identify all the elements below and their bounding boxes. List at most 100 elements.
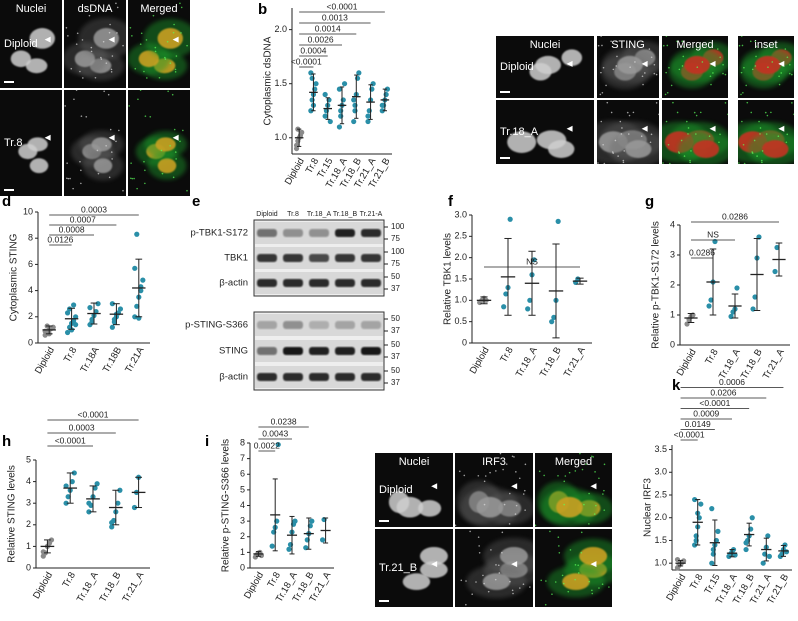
p-value-label: NS	[707, 229, 719, 239]
data-point	[356, 70, 362, 76]
column-header: Merged	[555, 456, 592, 468]
column-header: dsDNA	[78, 3, 114, 15]
speckle	[567, 590, 570, 593]
speckle	[712, 72, 714, 74]
speckle	[137, 98, 139, 101]
p-value-label: <0.0001	[291, 56, 322, 66]
speckle	[791, 73, 793, 76]
speckle	[522, 493, 525, 495]
speckle	[650, 56, 653, 59]
speckle	[771, 61, 774, 63]
blot-row-label: β-actin	[219, 278, 248, 289]
speckle	[743, 162, 746, 164]
nucleus	[419, 546, 448, 566]
speckle	[666, 44, 669, 47]
speckle	[175, 55, 178, 57]
p-value-label: 0.0006	[719, 377, 745, 387]
p-value-label: <0.0001	[327, 1, 358, 11]
row-label: Tr.21_B	[379, 562, 417, 574]
cells	[18, 137, 49, 174]
nucleus	[29, 28, 55, 49]
row-label: Tr.18_A	[500, 126, 539, 138]
p-value-label: 0.0007	[70, 214, 96, 224]
row-label: Diploid	[379, 484, 413, 496]
band	[335, 373, 355, 381]
speckle	[144, 182, 146, 185]
band	[335, 279, 355, 287]
speckle	[610, 111, 613, 114]
speckle	[606, 101, 609, 104]
speckle	[483, 480, 486, 483]
speckle	[562, 582, 565, 585]
data-point	[63, 500, 69, 506]
speckle	[465, 603, 467, 606]
data-point	[312, 86, 318, 92]
y-axis-label: Relative TBK1 levels	[443, 233, 454, 325]
y-axis-label: Nuclear IRF3	[643, 478, 654, 537]
data-point	[340, 97, 346, 103]
column-header: Nuclei	[16, 3, 47, 15]
speckle	[672, 101, 674, 104]
band	[257, 279, 277, 287]
p-value-label: 0.0126	[47, 234, 73, 244]
y-axis-label: Cytoplasmic STING	[9, 233, 20, 321]
speckle	[544, 603, 547, 606]
cells	[64, 90, 124, 192]
arrow	[566, 125, 573, 132]
speckle	[791, 102, 793, 104]
speckle	[561, 574, 564, 577]
speckle	[641, 75, 644, 78]
y-tick-label: 2	[28, 311, 33, 321]
speckle	[129, 26, 132, 29]
speckle	[143, 70, 145, 73]
arrow	[778, 125, 785, 132]
speckle	[764, 111, 767, 114]
speckle	[766, 114, 769, 117]
speckle	[622, 161, 625, 164]
speckle	[180, 6, 183, 9]
cells	[64, 2, 126, 81]
data-point	[89, 319, 95, 325]
speckle	[140, 32, 143, 35]
nucleus	[507, 131, 537, 154]
band	[335, 347, 355, 355]
speckle	[600, 120, 603, 123]
nucleus	[10, 50, 32, 68]
data-point	[503, 291, 509, 297]
nucleus	[754, 55, 781, 75]
blot-row-label: STING	[219, 346, 248, 357]
speckle	[682, 45, 685, 48]
data-point	[71, 318, 77, 324]
speckle	[665, 120, 668, 123]
nucleus	[684, 55, 710, 75]
y-tick-label: 0	[462, 337, 467, 347]
marker-label: 100	[391, 222, 405, 231]
speckle	[478, 545, 480, 547]
speckle	[600, 36, 602, 37]
arrow	[172, 134, 179, 141]
data-point	[766, 553, 772, 559]
speckle	[655, 73, 658, 76]
speckle	[171, 93, 174, 96]
speckle	[683, 155, 686, 157]
blot-row-label: β-actin	[219, 372, 248, 383]
speckle	[110, 151, 113, 153]
speckle	[108, 176, 111, 179]
speckle	[169, 144, 171, 147]
speckle	[761, 161, 763, 164]
speckle	[765, 133, 768, 135]
nucleus	[692, 140, 720, 158]
band	[335, 321, 355, 329]
p-value-label: 0.0026	[308, 34, 334, 44]
speckle	[471, 593, 473, 596]
speckle	[719, 133, 721, 136]
panel-letter: h	[2, 433, 11, 450]
nucleus	[499, 546, 528, 566]
speckle	[73, 98, 75, 101]
y-tick-label: 1.0	[654, 558, 667, 568]
band	[309, 373, 329, 381]
speckle	[642, 83, 644, 86]
speckle	[122, 189, 124, 192]
speckle	[581, 468, 584, 471]
